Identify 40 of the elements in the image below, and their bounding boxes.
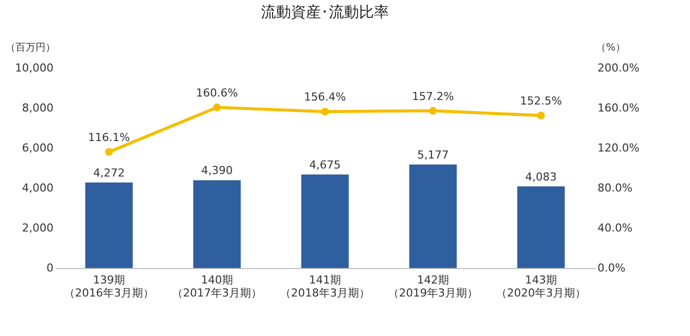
y2-tick-label: 40.0% — [598, 222, 632, 234]
data-label: 4,083 — [525, 170, 557, 184]
bar — [409, 164, 457, 268]
data-label: 116.1% — [88, 130, 130, 144]
x-tick-label: 140期（2017年3月期） — [172, 274, 262, 300]
y-tick-label: 4,000 — [22, 182, 54, 194]
data-label: 156.4% — [304, 90, 346, 104]
point — [213, 104, 221, 112]
y2-axis-title: （%） — [596, 42, 626, 54]
bar — [301, 174, 349, 268]
y2-tick-label: 0.0% — [598, 262, 626, 274]
chart-title: 流動資産･流動比率 — [261, 3, 389, 21]
y2-tick-label: 120.0% — [598, 142, 640, 154]
point — [537, 112, 545, 120]
point — [321, 108, 329, 116]
x-tick-label: 143期（2020年3月期） — [496, 274, 586, 300]
data-label: 157.2% — [412, 90, 454, 103]
data-label: 160.6% — [196, 86, 238, 100]
x-tick-label: 142期（2019年3月期） — [388, 274, 478, 300]
data-label: 4,390 — [201, 164, 233, 178]
y-tick-label: 6,000 — [22, 142, 54, 154]
x-tick-label: 139期（2016年3月期） — [64, 274, 154, 300]
data-label: 4,272 — [93, 166, 125, 180]
bar — [193, 180, 241, 268]
point — [429, 106, 437, 115]
data-label: 4,675 — [309, 158, 341, 172]
y2-tick-label: 80.0% — [598, 182, 632, 194]
y-axis-title: （百万円） — [6, 42, 56, 54]
y-tick-label: 8,000 — [22, 102, 54, 114]
y-tick-label: 2,000 — [22, 222, 54, 234]
y-tick-label: 10,000 — [15, 62, 54, 74]
data-label: 5,177 — [417, 148, 449, 162]
data-label: 152.5% — [520, 94, 562, 108]
bar — [517, 186, 565, 268]
y2-tick-label: 160.0% — [598, 102, 640, 114]
y2-tick-label: 200.0% — [598, 62, 640, 74]
x-tick-label: 141期（2018年3月期） — [280, 274, 370, 300]
point — [105, 148, 113, 156]
y-tick-label: 0 — [46, 262, 54, 274]
bar — [85, 182, 133, 268]
